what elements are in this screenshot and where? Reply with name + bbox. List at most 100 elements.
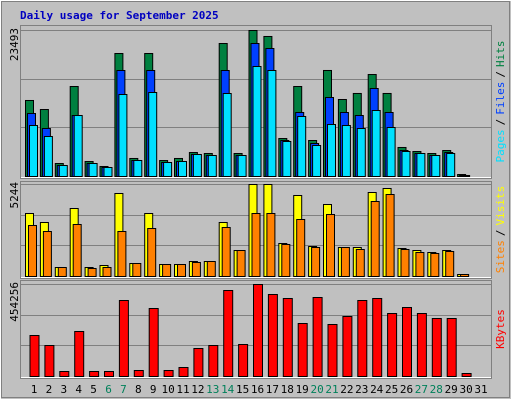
bar [148,307,159,377]
x-tick-label: 28 [430,383,443,396]
legend: Pages / Files / Hits [494,41,507,163]
bar [132,263,142,277]
x-tick-label: 8 [135,383,142,396]
bar [356,128,366,178]
bar [327,323,338,377]
legend-entry: Visits [494,186,507,226]
bar [72,224,82,277]
bar [282,297,293,378]
x-tick-label: 26 [400,383,413,396]
legend-separator: / [494,71,507,78]
bar [312,145,322,178]
bar [58,165,68,177]
bar [445,251,455,277]
x-tick-label: 16 [251,383,264,396]
x-tick-label: 15 [236,383,249,396]
bar [385,194,395,277]
bar [133,159,143,177]
x-tick-label: 6 [105,383,112,396]
bar [431,317,442,377]
bar [236,250,246,277]
bar [221,227,231,277]
bar [59,370,70,378]
bar [178,367,189,378]
x-tick-label: 24 [370,383,384,396]
x-tick-label: 4 [75,383,82,396]
x-tick-label: 10 [161,383,174,396]
bar [326,214,335,277]
bar [163,161,173,178]
bar [87,268,97,277]
legend-entry: Pages [494,129,507,162]
legend: Sites / Visits [494,186,507,274]
bar [253,284,263,377]
x-tick-label: 17 [266,383,279,396]
x-tick-label: 20 [310,383,323,396]
bar [416,312,427,377]
bar [387,312,398,377]
bar [191,262,201,277]
bar [88,162,98,178]
bar [341,125,351,177]
bar [370,201,380,277]
x-tick-label: 9 [150,383,157,396]
bar [192,154,202,178]
bar [74,330,85,378]
x-tick-label: 14 [221,383,235,396]
x-tick-label: 23 [355,383,368,396]
bar [162,264,172,277]
bar [148,92,158,177]
bar [267,70,277,177]
bar [147,228,157,277]
bar [327,124,336,177]
bar [297,115,307,177]
bar [402,306,412,378]
bar [311,247,321,277]
bar [430,253,440,277]
bar [342,315,353,377]
bar [252,66,262,177]
bar [28,225,37,277]
bar [118,94,128,177]
bar [29,125,38,177]
bar [104,370,114,378]
bar [237,155,247,177]
legend-entry: KBytes [494,309,507,349]
bar [355,249,365,277]
x-tick-label: 13 [206,383,219,396]
x-tick-label: 29 [445,383,458,396]
legend-separator: / [494,119,507,126]
legend-entry: Files [494,82,507,115]
bar [193,347,204,377]
bar [386,127,396,177]
x-tick-label: 21 [325,383,338,396]
x-tick-label: 25 [385,383,398,396]
bar [222,93,232,177]
bar [208,344,219,377]
bar [446,152,456,177]
bar [44,344,55,377]
x-tick-label: 11 [176,383,189,396]
x-tick-label: 1 [31,383,38,396]
bar [461,372,472,378]
bar [371,110,381,177]
bar [102,267,112,277]
bar [415,252,425,277]
bar [206,261,216,277]
bar [207,155,217,177]
legend-entry: Sites [494,240,507,273]
x-tick-label: 27 [415,383,428,396]
bar [297,322,308,377]
bar [163,369,174,378]
bar [223,289,234,377]
x-tick-label: 2 [46,383,53,396]
x-tick-label: 22 [340,383,353,396]
bar [296,219,306,277]
y-tick-label: 23493 [8,28,21,61]
bar [372,297,383,378]
bar [401,150,411,177]
x-tick-label: 18 [281,383,294,396]
legend-separator: / [494,230,507,237]
bar [57,267,67,277]
